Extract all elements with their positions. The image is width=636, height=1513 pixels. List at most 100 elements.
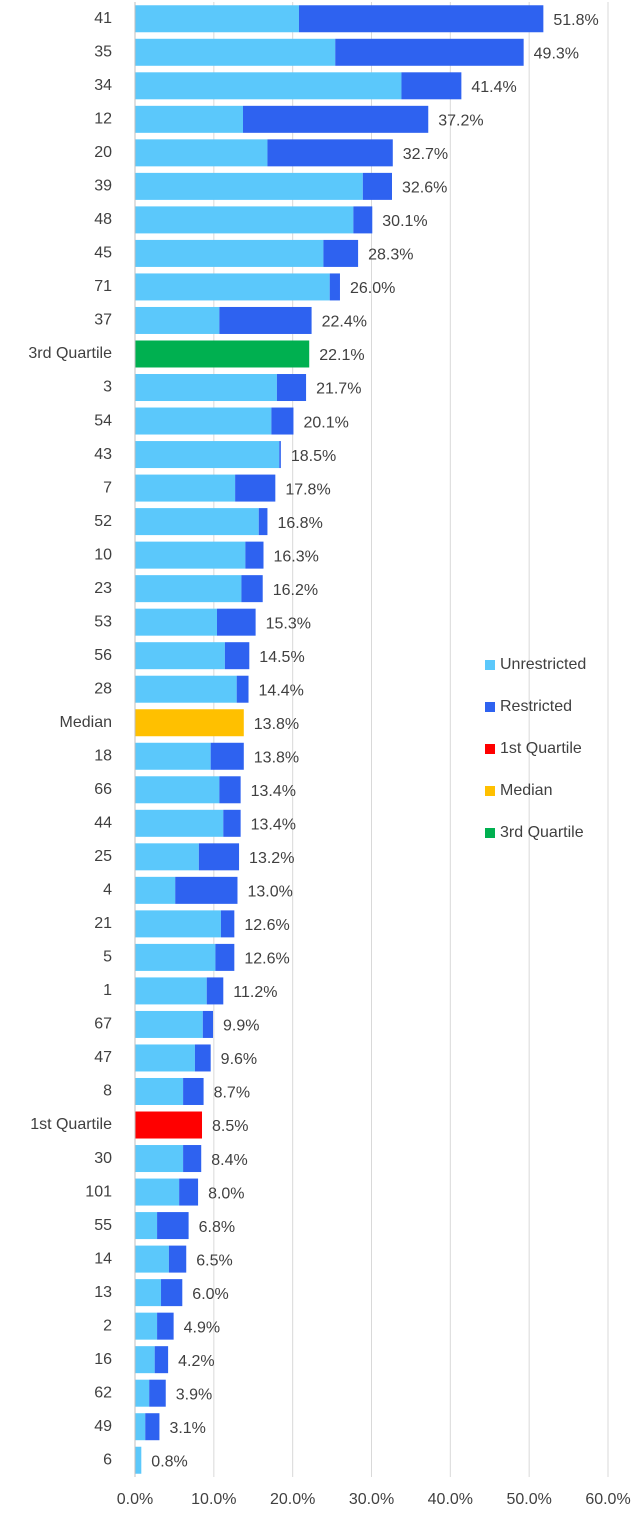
y-tick-label: 48 [94,211,112,228]
y-tick-label: 37 [94,312,112,329]
bar-segment [135,709,244,737]
bar-segment [135,1413,146,1441]
bar-segment [135,809,224,837]
bar-segment [135,1077,184,1105]
value-label: 20.1% [303,414,348,431]
bar-segment [223,809,241,837]
bar-segment [198,843,240,871]
bar-segment [267,139,393,167]
y-tick-label: 13 [94,1284,112,1301]
bar-segment [135,374,277,402]
x-tick-label: 20.0% [270,1491,315,1508]
legend-swatch [485,660,495,670]
value-label: 9.6% [221,1051,257,1068]
value-label: 9.9% [223,1018,259,1035]
y-tick-label: 20 [94,144,112,161]
y-tick-label: 30 [94,1150,112,1167]
y-tick-label: 4 [103,882,112,899]
bar-segment [175,876,238,904]
legend-label: Unrestricted [500,656,586,673]
y-tick-label: 12 [94,111,112,128]
y-tick-label: 55 [94,1217,112,1234]
y-tick-label: 3 [103,379,112,396]
bar-segment [353,206,373,234]
bar-segment [135,541,246,569]
bar-segment [135,843,199,871]
bar-segment [135,139,268,167]
y-tick-label: 39 [94,178,112,195]
value-label: 28.3% [368,247,413,264]
bar-segment [258,508,268,536]
y-tick-label: 35 [94,44,112,61]
value-label: 13.8% [254,749,299,766]
value-label: 8.5% [212,1118,248,1135]
bar-segment [235,474,276,502]
y-tick-label: 66 [94,781,112,798]
value-label: 14.4% [259,682,304,699]
y-tick-label: 44 [94,815,112,832]
bar-segment [135,239,324,267]
y-tick-label: 1 [103,982,112,999]
bar-segment [329,273,340,301]
bar-segment [135,675,237,703]
y-tick-label: 54 [94,412,112,429]
bar-segment [135,575,242,603]
value-label: 51.8% [553,12,598,29]
bar-segment [135,5,299,33]
bar-segment [154,1346,169,1374]
value-label: 21.7% [316,381,361,398]
y-tick-label: 56 [94,647,112,664]
bar-segment [224,642,250,670]
bar-segment [202,1010,214,1038]
value-label: 16.2% [273,582,318,599]
y-tick-label: 49 [94,1418,112,1435]
bar-segment [135,172,363,200]
value-label: 37.2% [438,113,483,130]
legend-swatch [485,828,495,838]
bar-segment [168,1245,187,1273]
y-tick-label: 3rd Quartile [28,345,112,362]
y-tick-label: 45 [94,245,112,262]
bar-segment [135,608,217,636]
value-label: 13.4% [251,817,296,834]
y-tick-label: 21 [94,915,112,932]
bar-segment [179,1178,199,1206]
value-label: 6.8% [199,1219,235,1236]
bar-segment [135,474,236,502]
bar-segment [135,407,272,435]
value-label: 22.1% [319,347,364,364]
value-label: 8.7% [214,1085,250,1102]
bar-segment [210,742,244,770]
value-label: 4.9% [184,1319,220,1336]
y-tick-label: 101 [85,1183,112,1200]
bar-segment [135,105,244,133]
bar-segment [157,1212,189,1240]
y-tick-label: 14 [94,1250,112,1267]
bar-segment [135,1212,158,1240]
legend-label: Median [500,782,552,799]
bar-segment [157,1312,174,1340]
value-label: 3.1% [169,1420,205,1437]
value-label: 8.0% [208,1185,244,1202]
x-tick-label: 40.0% [428,1491,473,1508]
bar-segment [219,776,241,804]
value-label: 32.7% [403,146,448,163]
bar-segment [362,172,392,200]
y-tick-label: 62 [94,1384,112,1401]
bar-segment [276,374,307,402]
y-tick-label: 1st Quartile [30,1116,112,1133]
value-label: 41.4% [471,79,516,96]
y-tick-label: 5 [103,949,112,966]
bar-segment [135,1178,180,1206]
y-tick-label: 52 [94,513,112,530]
x-tick-label: 50.0% [506,1491,551,1508]
value-label: 12.6% [244,917,289,934]
y-tick-label: 47 [94,1049,112,1066]
bar-segment [135,742,211,770]
legend-swatch [485,744,495,754]
legend-swatch [485,702,495,712]
bar-segment [206,977,224,1005]
value-label: 16.8% [277,515,322,532]
bar-segment [323,239,359,267]
